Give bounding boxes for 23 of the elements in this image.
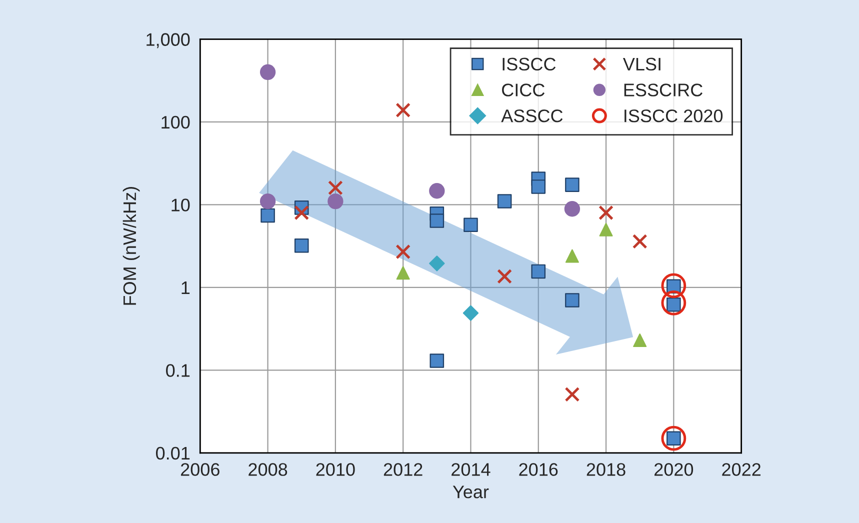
y-tick-label: 1 (182, 282, 190, 294)
y-tick-label: 100 (162, 116, 190, 129)
y-axis-title: FOM (nW/kHz) (122, 187, 140, 305)
x-tick-label: 2012 (384, 463, 422, 476)
y-tick-label: 10 (172, 198, 190, 212)
legend-label: ISSCC 2020 (624, 109, 723, 122)
x-tick-label: 2008 (248, 463, 288, 476)
x-tick-label: 2010 (316, 463, 355, 476)
x-tick-label: 2006 (180, 463, 220, 476)
y-tick-label: 0.01 (156, 446, 190, 460)
legend-label: ASSCC (501, 109, 563, 122)
legend-label: ESSCIRC (624, 84, 702, 96)
x-tick-label: 2014 (452, 463, 490, 476)
x-tick-label: 2022 (722, 463, 760, 476)
x-axis-title: Year (452, 486, 489, 498)
legend-label: ISSCC (502, 58, 556, 71)
x-tick-label: 2020 (654, 463, 694, 476)
x-tick-label: 2016 (519, 463, 558, 476)
y-tick-label: 1,000 (146, 33, 190, 48)
legend-label: CICC (502, 84, 545, 96)
x-tick-label: 2018 (586, 463, 626, 476)
y-tick-label: 0.1 (166, 364, 190, 377)
legend-label: VLSI (622, 58, 660, 71)
